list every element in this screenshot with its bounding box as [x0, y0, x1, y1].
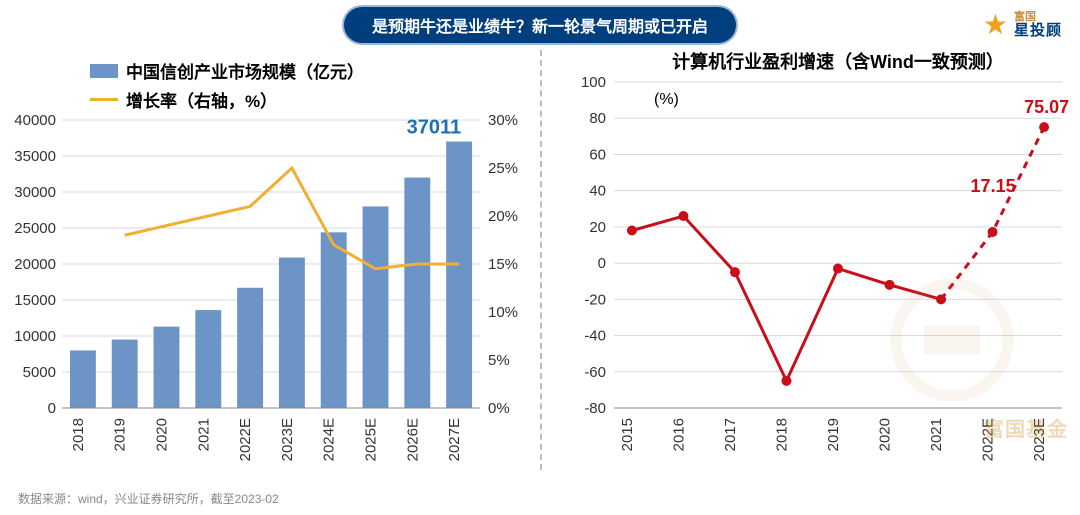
svg-text:2015: 2015 — [619, 418, 636, 451]
svg-text:60: 60 — [589, 146, 606, 163]
svg-text:2016: 2016 — [670, 418, 687, 451]
svg-text:0: 0 — [48, 400, 56, 417]
svg-text:5000: 5000 — [23, 364, 56, 381]
brand-logo: ★ 富国 星投顾 — [983, 8, 1062, 41]
svg-text:2024E: 2024E — [321, 418, 338, 461]
svg-text:15000: 15000 — [14, 292, 56, 309]
svg-text:5%: 5% — [488, 352, 510, 369]
page-title: 是预期牛还是业绩牛？新一轮景气周期或已开启 — [372, 19, 708, 36]
svg-text:2020: 2020 — [154, 418, 171, 451]
svg-text:2023E: 2023E — [279, 418, 296, 461]
svg-text:2020: 2020 — [877, 418, 894, 451]
charts-row: 中国信创产业市场规模（亿元） 增长率（右轴，%） 0 5000 10000 15000… — [0, 50, 1080, 470]
svg-text:25%: 25% — [488, 160, 518, 177]
svg-text:2021: 2021 — [928, 418, 945, 451]
svg-text:25000: 25000 — [14, 220, 56, 237]
svg-text:2018: 2018 — [70, 418, 87, 451]
svg-text:20000: 20000 — [14, 256, 56, 273]
right-chart: 计算机行业盈利增速（含Wind一致预测） (%) -80 -60 -40 -20 0 20 40… — [542, 50, 1080, 470]
svg-text:2021: 2021 — [195, 418, 212, 451]
svg-text:17.15: 17.15 — [971, 176, 1016, 196]
svg-text:2027E: 2027E — [446, 418, 463, 461]
logo-bot-text: 星投顾 — [1014, 23, 1062, 38]
svg-text:15%: 15% — [488, 256, 518, 273]
svg-text:35000: 35000 — [14, 148, 56, 165]
left-chart: 中国信创产业市场规模（亿元） 增长率（右轴，%） 0 5000 10000 15000… — [0, 50, 542, 470]
legend-line-label: 增长率（右轴，%） — [126, 87, 277, 112]
svg-text:2026E: 2026E — [404, 418, 421, 461]
svg-text:(%): (%) — [654, 91, 679, 108]
logo-top-text: 富国 — [1014, 12, 1062, 23]
svg-text:80: 80 — [589, 110, 606, 127]
svg-text:100: 100 — [581, 74, 606, 91]
svg-text:2019: 2019 — [825, 418, 842, 451]
svg-text:-40: -40 — [584, 328, 606, 345]
footer-source: 数据来源：wind，兴业证券研究所，截至2023-02 — [18, 490, 279, 507]
svg-text:40000: 40000 — [14, 112, 56, 129]
svg-text:2025E: 2025E — [363, 418, 380, 461]
bar-swatch-icon — [90, 64, 118, 78]
star-icon: ★ — [983, 8, 1008, 41]
svg-text:0: 0 — [598, 255, 606, 272]
svg-text:30%: 30% — [488, 112, 518, 129]
svg-text:75.07: 75.07 — [1024, 97, 1069, 117]
svg-text:2017: 2017 — [722, 418, 739, 451]
watermark-circle-icon — [882, 270, 1022, 410]
svg-text:2022E: 2022E — [237, 418, 254, 461]
svg-text:20: 20 — [589, 219, 606, 236]
legend-bar-label: 中国信创产业市场规模（亿元） — [126, 58, 364, 83]
svg-text:0%: 0% — [488, 400, 510, 417]
left-legend: 中国信创产业市场规模（亿元） 增长率（右轴，%） — [90, 58, 364, 116]
page-title-pill: 是预期牛还是业绩牛？新一轮景气周期或已开启 — [342, 5, 738, 45]
svg-text:-20: -20 — [584, 291, 606, 308]
svg-text:30000: 30000 — [14, 184, 56, 201]
line-swatch-icon — [90, 98, 118, 101]
svg-text:37011: 37011 — [407, 117, 462, 139]
svg-text:2018: 2018 — [773, 418, 790, 451]
watermark-text: 富国基金 — [984, 413, 1068, 442]
svg-text:10000: 10000 — [14, 328, 56, 345]
svg-text:计算机行业盈利增速（含Wind一致预测）: 计算机行业盈利增速（含Wind一致预测） — [672, 51, 1004, 72]
svg-text:2019: 2019 — [112, 418, 129, 451]
svg-text:20%: 20% — [488, 208, 518, 225]
svg-text:-60: -60 — [584, 364, 606, 381]
svg-text:10%: 10% — [488, 304, 518, 321]
svg-text:-80: -80 — [584, 400, 606, 417]
header: 是预期牛还是业绩牛？新一轮景气周期或已开启 ★ 富国 星投顾 — [0, 0, 1080, 50]
svg-text:40: 40 — [589, 183, 606, 200]
